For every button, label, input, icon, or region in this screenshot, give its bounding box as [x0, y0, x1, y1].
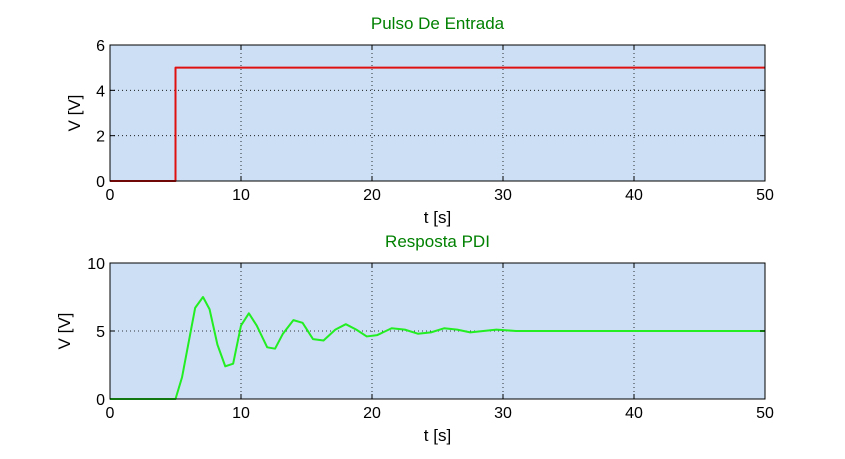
- x-tick-label: 30: [494, 405, 512, 422]
- y-tick-label: 5: [96, 324, 105, 341]
- subplot-1: 0 10 20 30 40 50 0 2 4 6 Pulso De Entrada t [s] V [V…: [65, 14, 774, 227]
- x-tick-label: 20: [363, 405, 381, 422]
- y-tick-label: 0: [96, 174, 105, 191]
- y-axis-label: V [V]: [65, 95, 84, 132]
- y-tick-label: 2: [96, 129, 105, 146]
- x-tick-label: 10: [232, 187, 250, 204]
- chart-title: Pulso De Entrada: [371, 14, 505, 33]
- x-tick-label: 40: [625, 187, 643, 204]
- y-axis-label: V [V]: [55, 313, 74, 350]
- x-axis-label: t [s]: [424, 208, 451, 227]
- x-tick-label: 50: [756, 187, 774, 204]
- x-tick-label: 20: [363, 187, 381, 204]
- x-tick-label: 0: [106, 187, 115, 204]
- series-line-1: [110, 296, 765, 400]
- y-tick-label: 0: [96, 392, 105, 409]
- y-tick-label: 4: [96, 83, 105, 100]
- y-tick-label: 6: [96, 38, 105, 55]
- x-axis-label: t [s]: [424, 426, 451, 445]
- x-tick-label: 40: [625, 405, 643, 422]
- y-tick-label: 10: [87, 256, 105, 273]
- x-tick-label: 10: [232, 405, 250, 422]
- axes-frame: [109, 44, 766, 182]
- x-tick-label: 0: [106, 405, 115, 422]
- chart-title: Resposta PDI: [385, 232, 490, 251]
- x-tick-label: 30: [494, 187, 512, 204]
- subplot-2: 0 10 20 30 40 50 0 5 10 Resposta PDI t [s] V [V]: [55, 232, 774, 445]
- x-tick-label: 50: [756, 405, 774, 422]
- plot-area: [110, 45, 765, 181]
